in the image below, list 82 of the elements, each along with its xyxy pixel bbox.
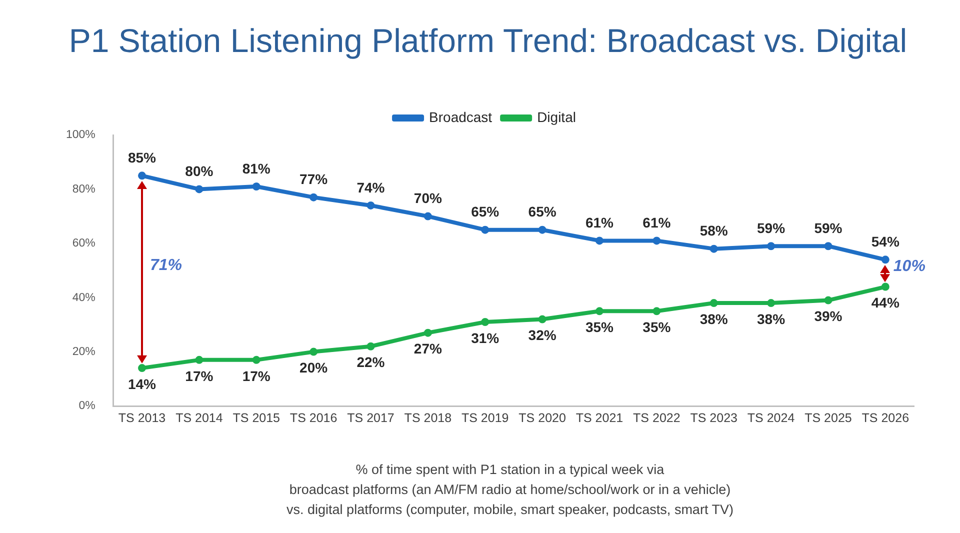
data-label: 59% [814, 220, 843, 236]
x-tick-label: TS 2021 [576, 410, 624, 425]
annotation: 10% [893, 257, 926, 278]
point [195, 356, 204, 364]
data-label: 65% [471, 204, 500, 220]
point [366, 201, 375, 210]
x-tick-label: TS 2023 [690, 410, 738, 425]
point [538, 226, 546, 234]
data-label: 80% [185, 163, 214, 180]
data-label: 22% [356, 354, 386, 370]
x-tick-label: TS 2026 [862, 410, 910, 425]
data-label: 54% [871, 234, 900, 250]
data-label: 20% [300, 360, 328, 376]
data-label: 77% [300, 171, 328, 188]
data-label: 85% [128, 150, 157, 166]
point [252, 356, 260, 364]
data-label: 27% [414, 340, 442, 357]
data-label: 65% [528, 204, 557, 220]
data-label: 61% [585, 214, 614, 231]
point [424, 212, 432, 220]
data-label: 35% [642, 319, 672, 336]
x-tick-label: TS 2019 [461, 410, 509, 425]
point [824, 296, 832, 304]
point [710, 299, 718, 308]
x-tick-label: TS 2017 [347, 410, 394, 425]
point [595, 307, 604, 316]
y-tick-label: 80% [72, 183, 96, 196]
y-tick-label: 0% [78, 400, 96, 412]
point [652, 236, 661, 245]
point [195, 185, 204, 194]
point [366, 342, 375, 350]
data-label: 61% [642, 214, 672, 231]
point [767, 242, 776, 250]
point [310, 193, 318, 202]
point [424, 328, 432, 337]
point [881, 282, 890, 291]
y-tick-label: 20% [72, 346, 96, 358]
point [138, 172, 146, 180]
data-label: 17% [242, 368, 271, 384]
text: % of time spent with P1 station in a typical week via broadcast platforms (an AM/FM radio at home/school/work or in a vehicle) vs. digital platforms (computer, mobile, smart speaker, podcasts, smart TV) [286, 461, 734, 519]
y-tick-label: 100% [66, 129, 96, 142]
x-tick-label: TS 2013 [118, 410, 166, 425]
point [710, 244, 718, 253]
data-label: 44% [871, 294, 900, 311]
point [824, 242, 832, 250]
legend-label: Broadcast [429, 108, 492, 125]
point [481, 318, 490, 326]
x-tick-label: TS 2022 [633, 410, 680, 425]
data-label: 31% [471, 330, 500, 346]
x-tick-label: TS 2014 [176, 410, 223, 425]
data-label: 39% [814, 308, 843, 324]
point [538, 315, 546, 324]
data-label: 70% [414, 190, 442, 206]
chart-title: P1 Station Listening Platform Trend: Broadcast vs. Digital [68, 21, 908, 61]
data-label: 59% [757, 220, 786, 236]
data-label: 38% [757, 310, 786, 327]
legend-label: Digital [537, 108, 576, 125]
data-label: 35% [585, 319, 614, 336]
x-tick-label: TS 2018 [404, 410, 452, 425]
x-tick-label: TS 2024 [747, 410, 795, 425]
x-tick-label: TS 2025 [804, 410, 852, 425]
point [310, 348, 318, 356]
x-tick-label: TS 2020 [518, 410, 566, 425]
data-label: 38% [700, 310, 728, 327]
x-tick-label: TS 2016 [290, 410, 338, 425]
point [652, 307, 661, 316]
annotation: 71% [150, 256, 182, 276]
data-label: 81% [242, 160, 271, 176]
data-label: 17% [185, 368, 214, 384]
y-tick-label: 60% [72, 238, 96, 250]
point [595, 236, 604, 245]
point [481, 226, 490, 234]
data-label: 58% [700, 222, 728, 239]
point [138, 364, 146, 372]
x-tick-label: TS 2015 [232, 410, 280, 425]
data-label: 32% [528, 327, 557, 344]
data-label: 14% [128, 376, 157, 392]
data-label: 74% [356, 179, 386, 196]
y-tick-label: 40% [72, 292, 96, 304]
point [252, 182, 260, 190]
point [767, 299, 776, 308]
point [881, 256, 890, 264]
